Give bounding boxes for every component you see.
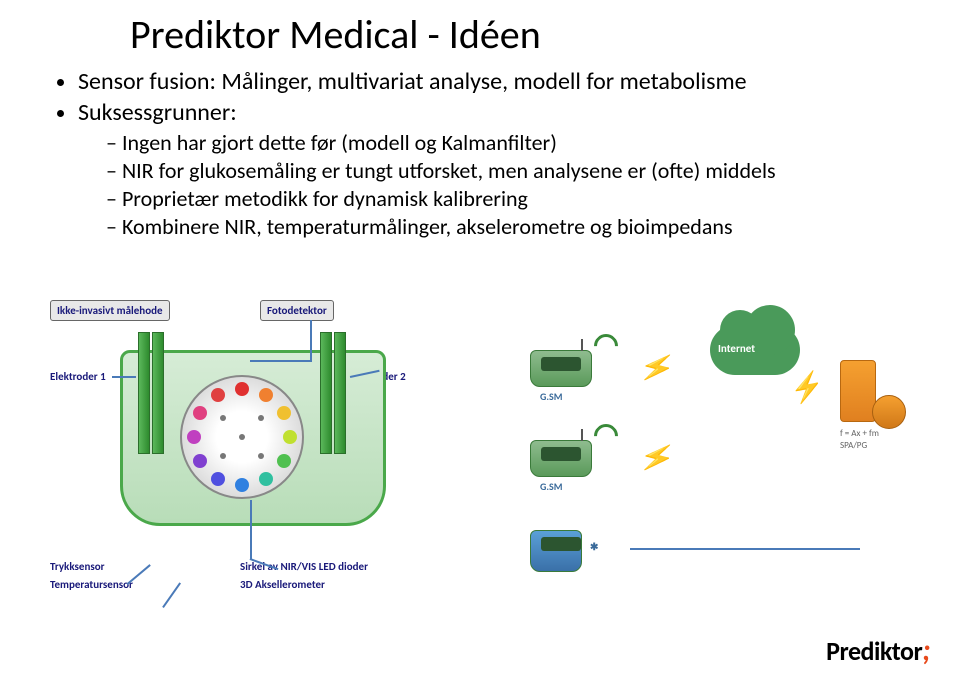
connector-line [112,376,136,378]
connector-line [310,320,312,362]
signal-icon [589,419,623,453]
led-dot [211,388,225,402]
electrode-bar [152,332,164,454]
connector-line [250,360,310,362]
bullet-text: Suksessgrunner: [78,98,237,127]
gsm-label: G.SM [540,390,563,403]
signal-icon [589,329,623,363]
led-dot [187,430,201,444]
sub-bullet-list: Ingen har gjort dette før (modell og Kal… [78,129,910,240]
sub-bullet-item: Proprietær metodikk for dynamisk kalibre… [106,185,910,212]
connector-line [630,548,860,550]
led-dot [259,388,273,402]
server-disk-icon [872,395,906,429]
led-dot [193,406,207,420]
near-icon: ✱ [590,540,598,553]
electrode-bar [138,332,150,454]
led-dot [277,454,291,468]
bullet-item: Sensor fusion: Målinger, multivariat ana… [78,67,910,96]
led-dot [193,454,207,468]
connector-line [162,582,180,607]
connector-line [250,500,252,560]
bullet-item: Suksessgrunner: Ingen har gjort dette fø… [78,98,910,240]
led-dot [211,472,225,486]
gsm-device [530,440,592,477]
label-temperature: Temperatursensor [50,578,133,591]
electrode-bar [320,332,332,454]
sub-bullet-item: Kombinere NIR, temperaturmålinger, aksel… [106,213,910,240]
led-dot [277,406,291,420]
server-sub: SPA/PG [840,440,867,451]
led-ring [180,375,304,499]
gsm-device [530,350,592,387]
connector-line [127,564,151,584]
bluetooth-device [530,530,582,572]
label-probe: Ikke-invasivt målehode [50,300,170,321]
sub-bullet-item: Ingen har gjort dette før (modell og Kal… [106,129,910,156]
logo-text: Prediktor [826,635,922,667]
lightning-icon: ⚡ [636,346,679,389]
label-electrodes1: Elektroder 1 [50,370,106,383]
cloud-label: Internet [718,342,755,355]
led-dot [259,472,273,486]
lightning-icon: ⚡ [636,436,679,479]
server-icon [840,360,876,422]
electrode-bar [334,332,346,454]
prediktor-logo: Prediktor; [826,632,930,669]
lightning-icon: ⚡ [787,367,827,408]
logo-accent: ; [922,632,930,669]
bullet-list: Sensor fusion: Målinger, multivariat ana… [50,67,910,240]
gsm-label: G.SM [540,480,563,493]
label-ledring2: 3D Aksellerometer [240,578,325,591]
led-dot [235,478,249,492]
led-dot [235,382,249,396]
label-pressure: Trykksensor [50,560,105,573]
label-photodetector: Fotodetektor [260,300,334,321]
led-dot [283,430,297,444]
server-formula: f = Ax + fm [840,428,879,439]
slide-title: Prediktor Medical - Idéen [130,10,910,59]
sub-bullet-item: NIR for glukosemåling er tungt utforsket… [106,157,910,184]
inner-dots [220,415,264,459]
sensor-diagram: Ikke-invasivt målehode Fotodetektor Elek… [50,300,910,620]
